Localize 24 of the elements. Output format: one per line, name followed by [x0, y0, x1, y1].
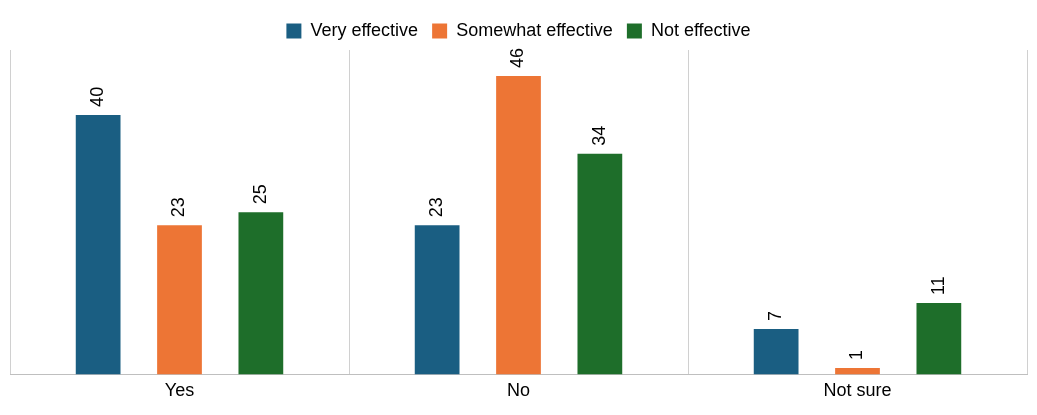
- bar: [916, 303, 962, 375]
- bar: [577, 153, 623, 375]
- x-tick-label: No: [506, 380, 531, 401]
- bar: [414, 225, 460, 375]
- bar: [753, 328, 799, 375]
- data-label: 1: [846, 349, 867, 360]
- data-label: 11: [927, 276, 948, 296]
- x-tick-label: Yes: [164, 380, 195, 401]
- data-label: 40: [87, 86, 108, 107]
- bar: [157, 225, 202, 375]
- bar: [75, 114, 121, 375]
- data-label: 46: [507, 47, 528, 68]
- legend-label: Very effective: [310, 19, 419, 40]
- bar: [238, 212, 284, 375]
- x-tick-label: Not sure: [823, 380, 892, 401]
- bar: [496, 75, 541, 375]
- data-label: 7: [765, 310, 786, 321]
- bar: [835, 367, 880, 375]
- data-label: 25: [249, 184, 270, 205]
- legend-label: Somewhat effective: [456, 19, 613, 40]
- data-label: 34: [588, 125, 609, 146]
- legend-label: Not effective: [650, 19, 751, 40]
- data-label: 23: [168, 197, 189, 218]
- data-label: 23: [426, 197, 447, 218]
